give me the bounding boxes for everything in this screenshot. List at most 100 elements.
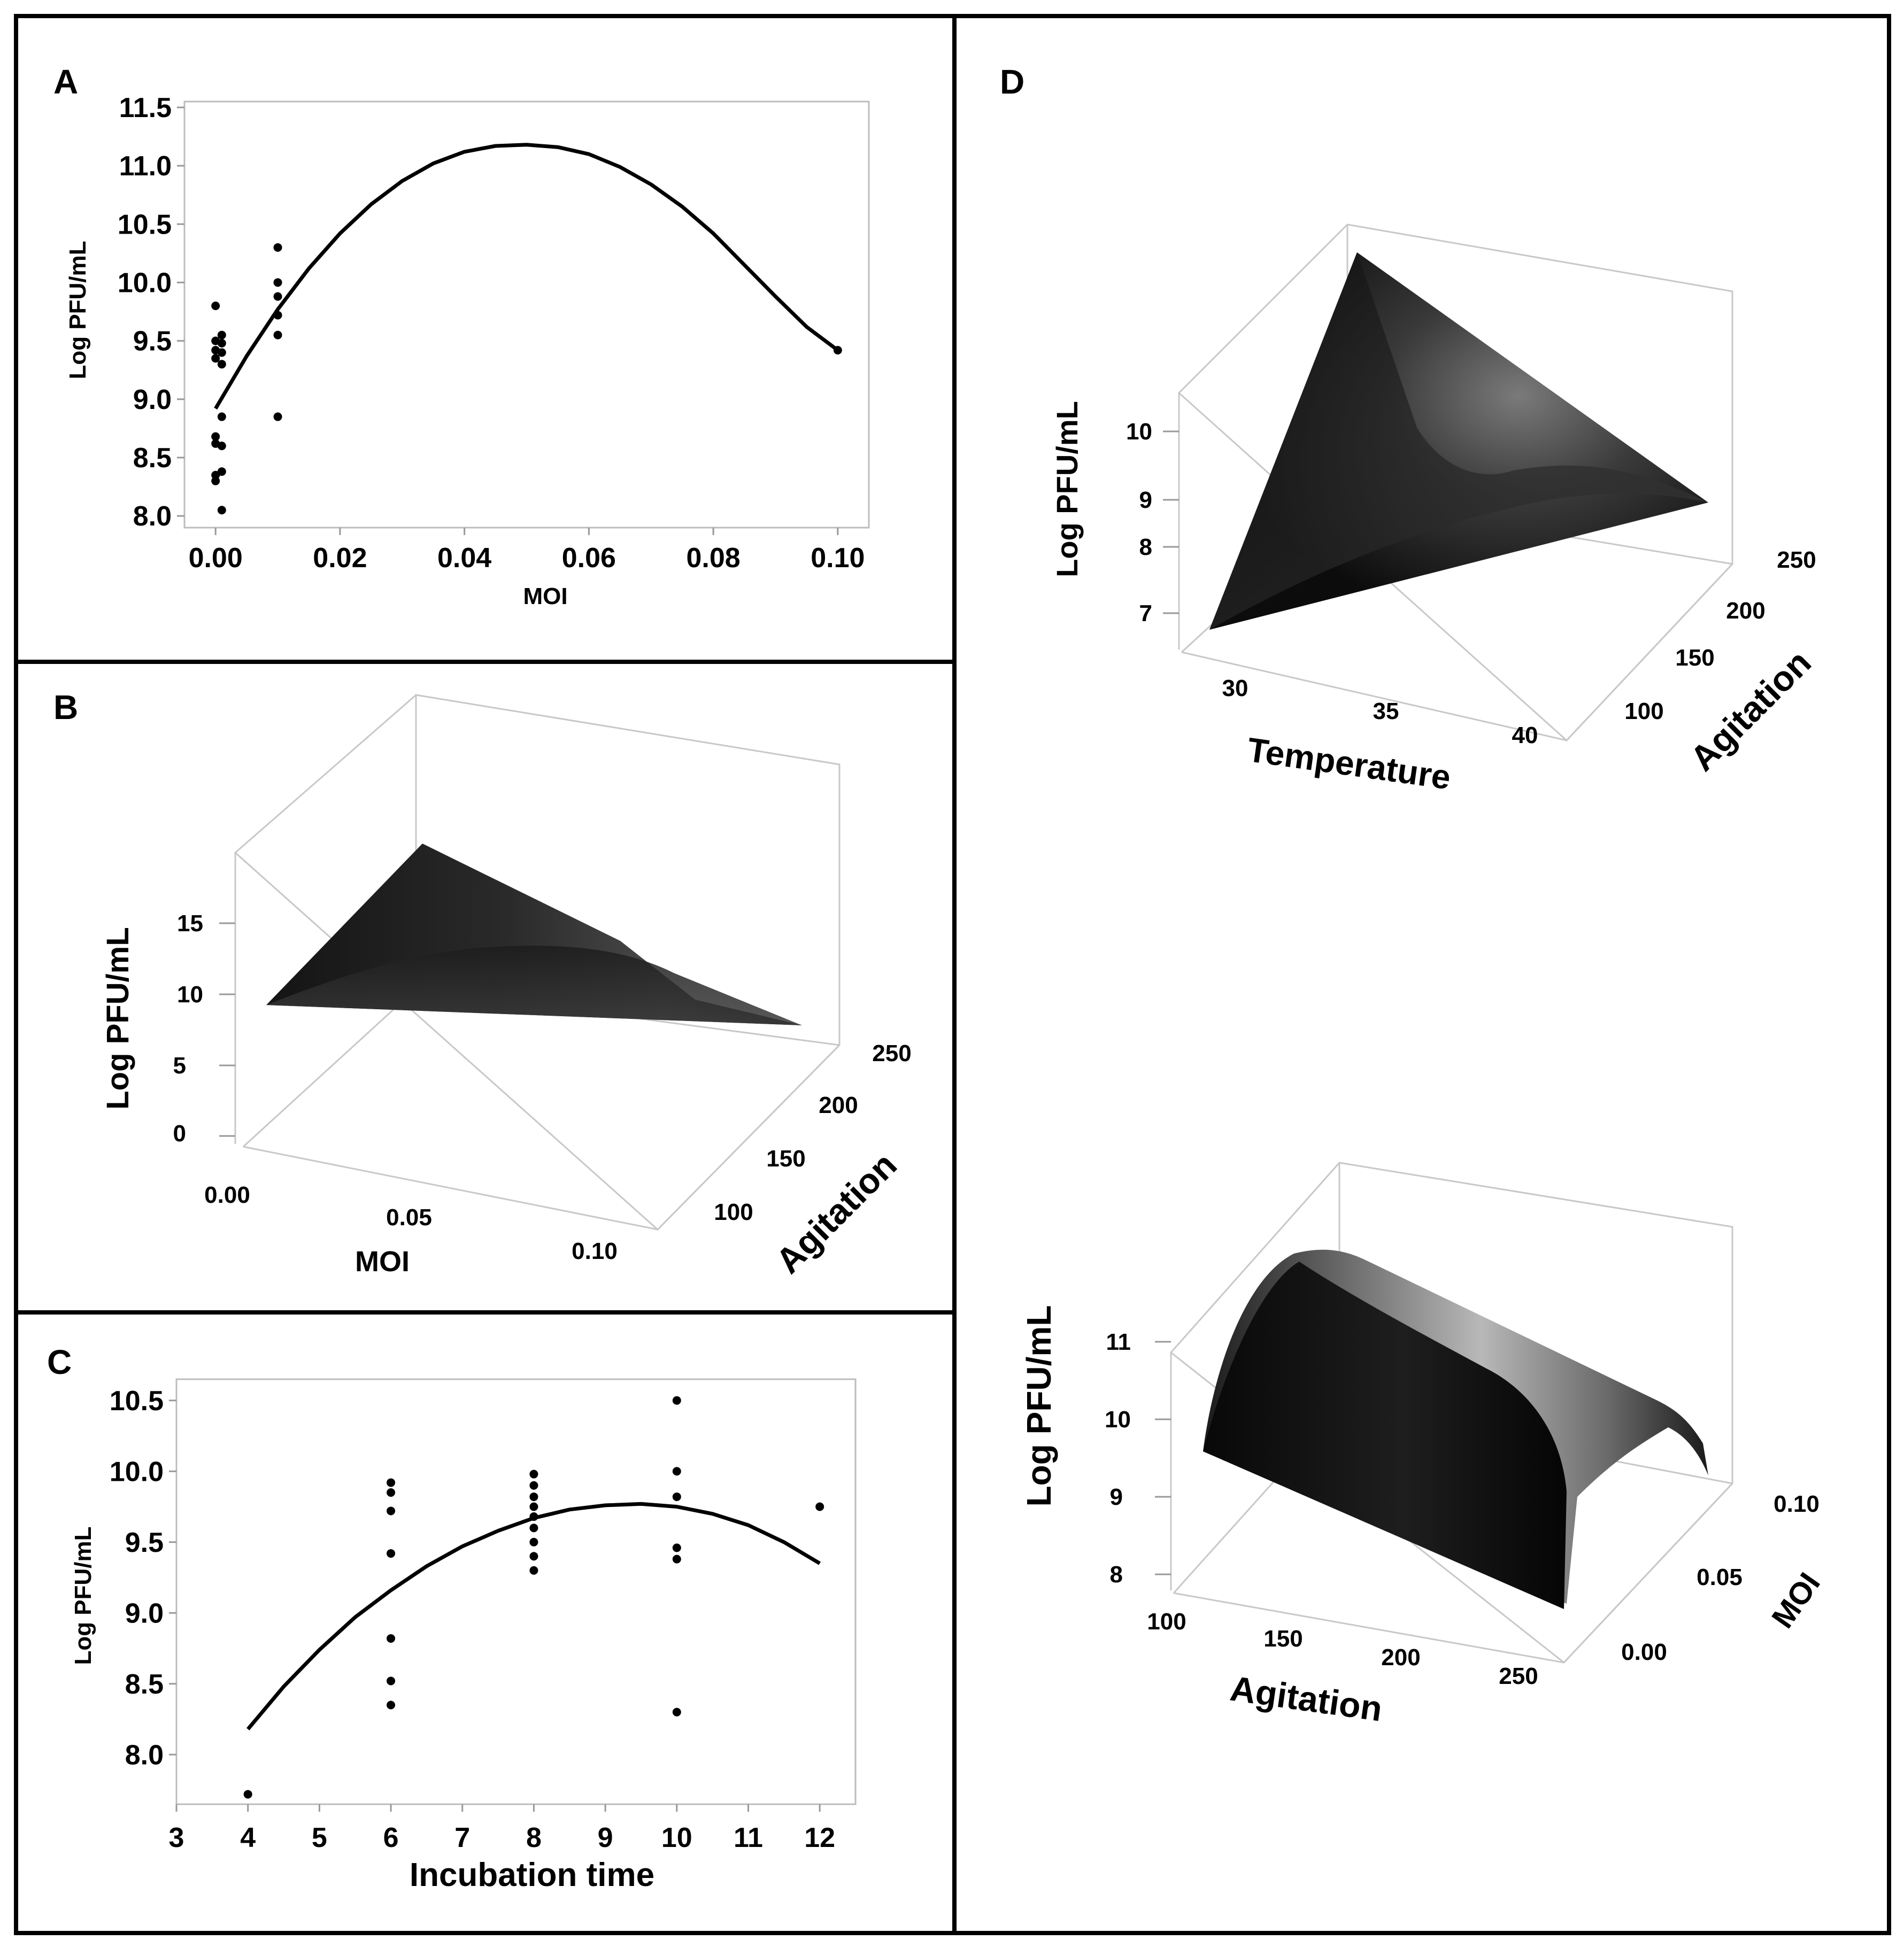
x-axis-label-a: MOI: [523, 583, 567, 609]
z-axis-label-b: Log PFU/mL: [101, 927, 135, 1110]
y-axis-label-d-bottom: MOI: [1765, 1566, 1827, 1634]
y-tick-label-a: 10.5: [118, 209, 172, 240]
panel-d-bottom: 11 10 9 8 Log PFU/mL 100 150 200 250 Agi…: [1020, 1162, 1827, 1729]
x-tick-label-a: 0.06: [562, 543, 616, 574]
y-tick-label-a: 9.0: [133, 384, 172, 415]
data-point-c: [529, 1566, 538, 1575]
data-point-c: [387, 1676, 396, 1686]
x-tick-dt-2: 40: [1512, 722, 1538, 748]
surface-b-front: [266, 946, 802, 1025]
panel-c: C 8.0 8.5 9.0 9.5 10.0 10.5 3 4 5 6 7 8 9 10 11 12 Inc…: [47, 1343, 857, 1893]
x-tick-label-c: 6: [383, 1822, 399, 1853]
panel-frames: [14, 14, 1891, 1935]
y-tick-dt-0: 100: [1624, 698, 1663, 724]
data-point-c: [387, 1549, 396, 1558]
data-point-a: [273, 243, 282, 252]
x-tick-b-2: 0.10: [572, 1238, 618, 1264]
fit-curve-a: [214, 143, 839, 410]
data-point-c: [672, 1707, 681, 1717]
surface-d-bottom-front: [1203, 1262, 1567, 1609]
z-tick-b-15: 15: [177, 910, 203, 937]
data-point-c: [387, 1488, 396, 1497]
y-tick-label-c: 9.0: [125, 1598, 164, 1629]
x-tick-label-c: 9: [598, 1822, 613, 1853]
x-tick-label-a: 0.00: [189, 543, 243, 574]
data-point-c: [815, 1502, 824, 1511]
x-tick-b-0: 0.00: [204, 1182, 250, 1208]
x-tick-db-3: 250: [1499, 1663, 1538, 1689]
z-tick-b-5: 5: [173, 1053, 186, 1079]
data-point-c: [672, 1396, 681, 1405]
y-tick-dt-2: 200: [1726, 598, 1765, 624]
x-tick-label-c: 3: [169, 1822, 184, 1853]
z-axis-label-d-top: Log PFU/mL: [1050, 401, 1084, 577]
x-tick-label-a: 0.10: [811, 543, 865, 574]
data-point-a: [273, 412, 282, 421]
y-tick-label-c: 8.0: [125, 1740, 164, 1771]
panel-label-d: D: [1000, 63, 1024, 101]
data-point-c: [529, 1502, 538, 1511]
y-tick-label-a: 11.0: [119, 151, 172, 182]
data-point-c: [387, 1478, 396, 1487]
panel-label-b: B: [53, 688, 78, 726]
data-point-a: [211, 302, 220, 311]
z-tick-db-10: 10: [1105, 1406, 1131, 1433]
z-tick-dt-9: 9: [1139, 487, 1152, 513]
x-axis-label-c: Incubation time: [410, 1857, 654, 1893]
y-tick-label-a: 8.5: [133, 443, 172, 474]
z-ticks-b: 15 10 5 0: [173, 910, 203, 1147]
y-tick-label-c: 8.5: [125, 1669, 164, 1700]
plot-area-c: [175, 1378, 857, 1805]
fit-curve-c: [246, 1502, 821, 1730]
data-point-a: [217, 338, 226, 347]
data-point-a: [211, 354, 220, 363]
y-tick-b-2: 200: [819, 1092, 858, 1118]
data-point-a: [273, 330, 282, 339]
data-point-c: [672, 1467, 681, 1476]
data-point-a: [273, 278, 282, 287]
x-tick-label-a: 0.02: [313, 543, 367, 574]
z-tick-db-9: 9: [1110, 1484, 1123, 1510]
data-point-c: [243, 1790, 252, 1799]
x-tick-label-a: 0.08: [686, 543, 740, 574]
y-tick-db-1: 0.05: [1697, 1564, 1743, 1590]
plot-area-a: [183, 101, 870, 529]
data-point-c: [387, 1634, 396, 1643]
z-axis-label-d-bottom: Log PFU/mL: [1020, 1305, 1058, 1507]
x-tick-dt-0: 30: [1222, 675, 1248, 701]
y-axis-label-c: Log PFU/mL: [70, 1526, 96, 1665]
panel-b: B 15 10 5 0 Log PFU/mL 0.00 0.05: [53, 688, 912, 1281]
z-tick-b-10: 10: [177, 981, 203, 1008]
data-point-c: [672, 1555, 681, 1564]
data-point-a: [211, 476, 220, 485]
x-tick-b-1: 0.05: [386, 1204, 432, 1231]
x-tick-label-c: 10: [661, 1822, 692, 1853]
x-axis-label-d-bottom: Agitation: [1228, 1668, 1384, 1729]
y-tick-label-c: 10.5: [110, 1386, 164, 1417]
data-point-c: [672, 1543, 681, 1552]
data-point-a: [217, 467, 226, 476]
x-axis-label-b: MOI: [355, 1246, 410, 1278]
z-tick-dt-7: 7: [1139, 600, 1152, 627]
data-point-c: [387, 1506, 396, 1516]
data-point-c: [387, 1700, 396, 1710]
panel-a: A 8.0 8.5 9.0 9.5 10.0 10.5 11.0 11.5 0.00 0.02 0…: [53, 63, 870, 609]
x-tick-label-c: 11: [734, 1822, 763, 1853]
y-tick-label-a: 8.0: [133, 501, 172, 532]
y-tick-label-c: 9.5: [125, 1527, 164, 1558]
z-tick-dt-10: 10: [1126, 419, 1152, 445]
data-point-a: [217, 506, 226, 515]
x-tick-db-1: 150: [1263, 1626, 1302, 1652]
data-point-c: [672, 1492, 681, 1501]
data-point-a: [217, 348, 226, 357]
y-tick-dt-1: 150: [1675, 645, 1714, 671]
y-axis-label-a: Log PFU/mL: [65, 241, 91, 379]
data-point-c: [529, 1524, 538, 1533]
data-point-a: [211, 432, 220, 441]
data-point-c: [529, 1552, 538, 1561]
panel-d-top: D 10 9 8 7 Log PFU/mL 30 35 40 Temperatu…: [1000, 63, 1818, 797]
y-tick-dt-3: 250: [1777, 547, 1816, 573]
x-tick-label-c: 4: [240, 1822, 256, 1853]
y-tick-label-c: 10.0: [110, 1456, 164, 1487]
